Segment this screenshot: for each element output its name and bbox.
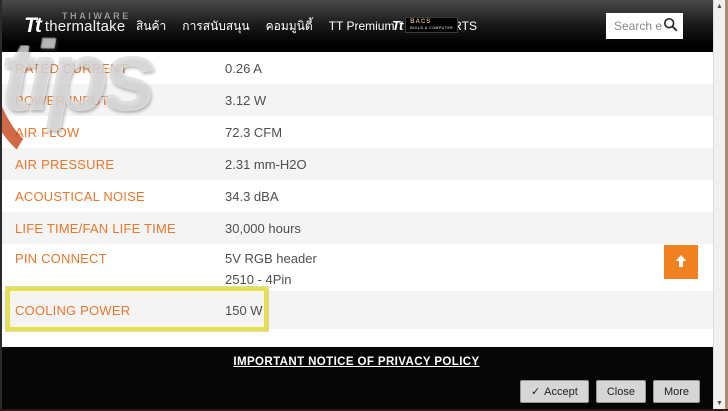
close-button-label: Close — [606, 385, 635, 398]
spec-table: RATED CURRENT 0.26 A POWER INPUT 3.12 W … — [0, 52, 713, 347]
privacy-banner-buttons: ✓ Accept Close More — [519, 380, 700, 403]
spec-value: 150 W — [225, 302, 263, 318]
spec-label: COOLING POWER — [15, 302, 131, 318]
spec-value-line2: 2510 - 4Pin — [225, 272, 292, 287]
search-box — [606, 13, 683, 39]
back-to-top-button[interactable] — [664, 245, 698, 279]
scroll-up-icon[interactable]: ▲ — [716, 3, 723, 10]
spec-label: POWER INPUT — [15, 92, 109, 108]
spec-value: 3.12 W — [225, 92, 267, 108]
spec-label: AIR FLOW — [15, 124, 80, 140]
spec-label: LIFE TIME/FAN LIFE TIME — [15, 220, 176, 236]
tt-bacs-emblem-icon: Tt — [392, 17, 403, 33]
top-navbar: Tt thermaltake สินค้า การสนับสนุน คอมมูน… — [0, 0, 713, 52]
table-row-pin-connect: PIN CONNECT 5V RGB header 2510 - 4Pin — [0, 244, 713, 291]
check-icon: ✓ — [530, 386, 541, 398]
table-row-air-flow: AIR FLOW 72.3 CFM — [0, 116, 713, 148]
nav-item-tt-premium[interactable]: TT Premium — [328, 19, 395, 33]
table-row-acoustical-noise: ACOUSTICAL NOISE 34.3 dBA — [0, 180, 713, 212]
table-row-life-time: LIFE TIME/FAN LIFE TIME 30,000 hours — [0, 212, 713, 244]
thermaltake-logo[interactable]: Tt thermaltake — [24, 14, 125, 38]
spec-value: 2.31 mm-H2O — [225, 156, 307, 172]
table-row-rated-current: RATED CURRENT 0.26 A — [0, 52, 713, 84]
accept-button-label: Accept — [544, 385, 578, 398]
spec-value: 0.26 A — [225, 60, 262, 76]
search-input[interactable] — [614, 19, 662, 33]
spec-label: ACOUSTICAL NOISE — [15, 188, 145, 204]
up-arrow-icon — [673, 253, 689, 272]
accept-button[interactable]: ✓ Accept — [519, 380, 589, 403]
spec-label: PIN CONNECT — [15, 251, 107, 266]
thermaltake-logo-text: thermaltake — [44, 17, 126, 35]
more-button[interactable]: More — [652, 380, 700, 403]
more-button-label: More — [663, 385, 689, 398]
frame-edge-left — [0, 0, 2, 411]
frame-edge-right — [725, 0, 728, 411]
nav-item-community[interactable]: คอมมูนิตี้ — [265, 18, 313, 33]
tt-bacs-subtext: BUILD A COMPUTER — [410, 26, 454, 30]
spec-value: 72.3 CFM — [225, 124, 283, 140]
privacy-notice-banner: IMPORTANT NOTICE OF PRIVACY POLICY ✓ Acc… — [0, 347, 713, 409]
spec-value: 34.3 dBA — [225, 188, 279, 204]
nav-item-products[interactable]: สินค้า — [136, 18, 167, 33]
close-button[interactable]: Close — [595, 380, 646, 403]
vertical-scrollbar[interactable]: ▲ ▼ — [713, 0, 725, 411]
tt-bacs-label: BACS BUILD A COMPUTER — [405, 17, 459, 33]
spec-label: RATED CURRENT — [15, 60, 128, 76]
scroll-down-icon[interactable]: ▼ — [716, 400, 723, 407]
spec-label: AIR PRESSURE — [15, 156, 115, 172]
table-row-air-pressure: AIR PRESSURE 2.31 mm-H2O — [0, 148, 713, 180]
table-row-power-input: POWER INPUT 3.12 W — [0, 84, 713, 116]
search-icon — [663, 17, 678, 35]
table-row-cooling-power: COOLING POWER 150 W — [0, 291, 713, 329]
nav-item-support[interactable]: การสนับสนุน — [182, 18, 250, 33]
privacy-notice-link[interactable]: IMPORTANT NOTICE OF PRIVACY POLICY — [233, 356, 480, 368]
search-button[interactable] — [662, 16, 678, 36]
spec-value: 30,000 hours — [225, 220, 301, 236]
nav-menu: สินค้า การสนับสนุน คอมมูนิตี้ TT Premium… — [136, 0, 477, 52]
thermaltake-emblem-icon: Tt — [24, 14, 42, 37]
frame-edge-bottom — [0, 409, 728, 411]
spec-value-line1: 5V RGB header — [225, 251, 317, 266]
table-bottom-spacer — [0, 329, 713, 347]
tt-bacs-logo[interactable]: Tt BACS BUILD A COMPUTER — [392, 17, 459, 33]
spec-value: 5V RGB header 2510 - 4Pin — [225, 251, 317, 287]
